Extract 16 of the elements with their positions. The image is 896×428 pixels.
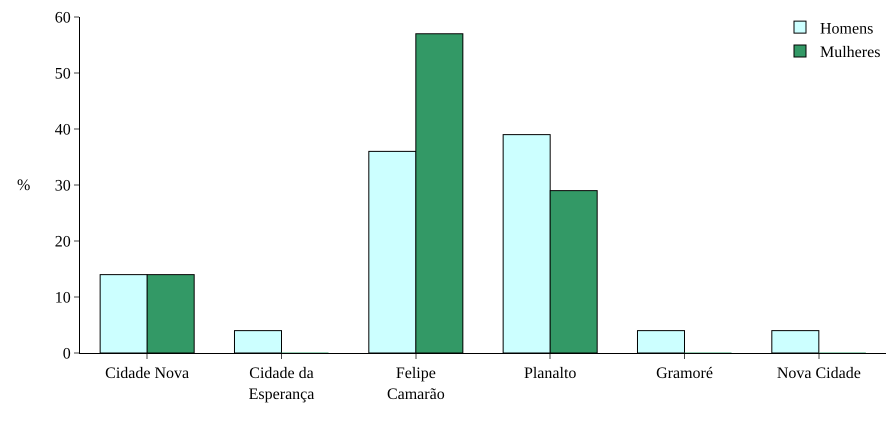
y-tick-label: 40 <box>54 122 71 139</box>
x-tick-label: Cidade da Esperança <box>248 365 314 403</box>
legend-label: Mulheres <box>820 44 880 62</box>
y-tick-label: 60 <box>54 10 71 27</box>
y-tick-label: 10 <box>54 290 71 307</box>
y-tick-label: 50 <box>54 66 71 83</box>
x-tick-label: Felipe Camarão <box>386 365 445 403</box>
y-tick-label: 30 <box>54 178 71 195</box>
y-tick-label: 0 <box>62 346 71 363</box>
x-tick-label: Nova Cidade <box>776 365 861 382</box>
x-tick-label: Gramoré <box>656 365 713 382</box>
y-tick-label: 20 <box>54 234 71 251</box>
legend-label: Homens <box>820 20 874 38</box>
x-tick-label: Cidade Nova <box>105 365 190 382</box>
y-axis-title: % <box>17 177 30 194</box>
x-tick-label: Planalto <box>524 365 576 382</box>
